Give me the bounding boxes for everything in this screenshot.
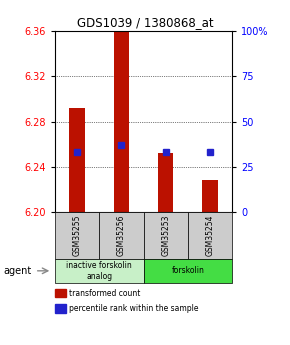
Text: forskolin: forskolin <box>171 266 204 275</box>
Text: GSM35255: GSM35255 <box>73 215 82 256</box>
Bar <box>202 180 218 212</box>
Text: agent: agent <box>3 266 31 276</box>
Text: GDS1039 / 1380868_at: GDS1039 / 1380868_at <box>77 16 213 29</box>
Text: GSM35254: GSM35254 <box>205 215 214 256</box>
Bar <box>114 31 129 212</box>
Text: percentile rank within the sample: percentile rank within the sample <box>69 304 199 313</box>
Text: inactive forskolin
analog: inactive forskolin analog <box>66 261 132 280</box>
Bar <box>158 153 173 212</box>
Bar <box>70 108 85 212</box>
Text: GSM35253: GSM35253 <box>161 215 170 256</box>
Text: GSM35256: GSM35256 <box>117 215 126 256</box>
Text: transformed count: transformed count <box>69 289 140 298</box>
